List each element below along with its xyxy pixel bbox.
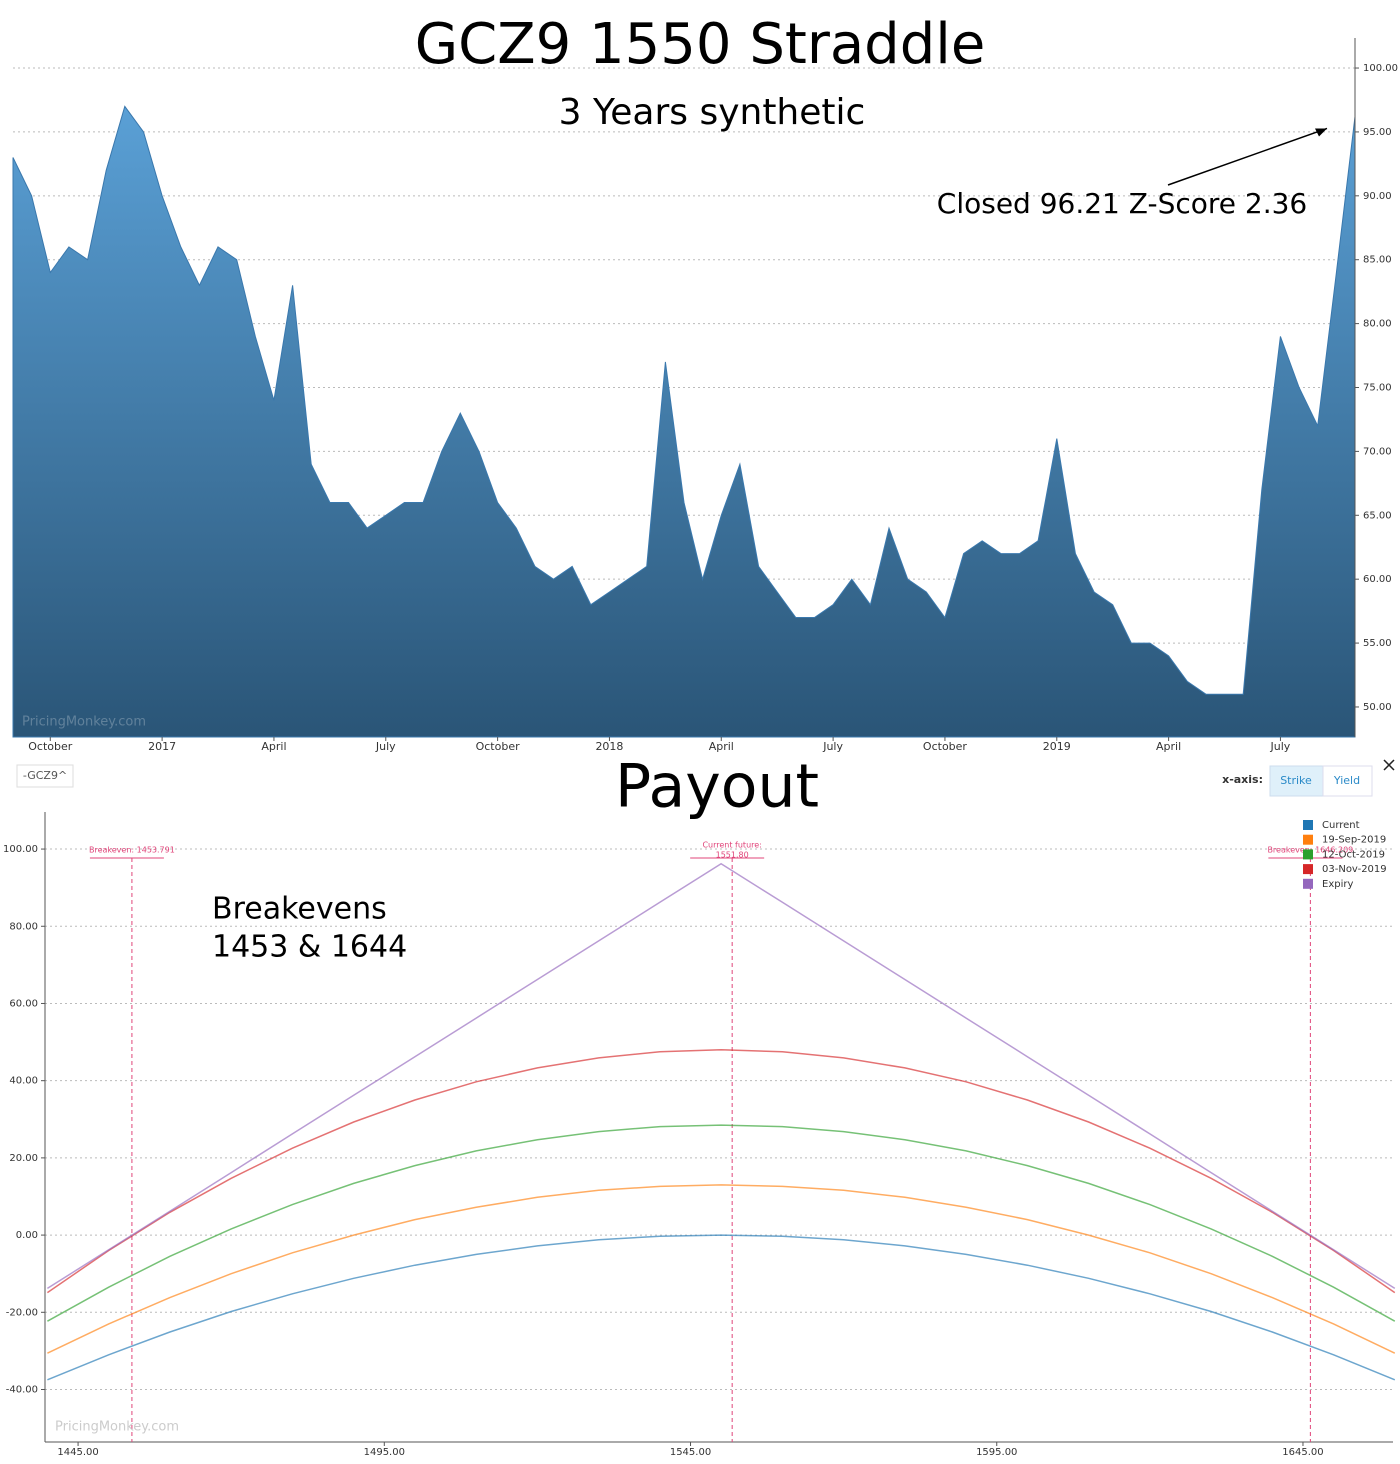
vline-label: Breakeven: 1453.791 (89, 846, 175, 855)
y-tick-label: 20.00 (9, 1153, 38, 1164)
yield-button-label[interactable]: Yield (1333, 774, 1360, 787)
chart-title: GCZ9 1550 Straddle (415, 12, 986, 77)
x-tick-label: 2018 (595, 740, 623, 753)
area (12, 105, 1356, 738)
y-tick-label: 55.00 (1363, 638, 1392, 649)
y-tick-label: 80.00 (1363, 319, 1392, 330)
legend-label: 19-Sep-2019 (1322, 835, 1386, 846)
series-line (47, 1124, 1396, 1322)
series-line (47, 1234, 1396, 1381)
x-tick-label: October (923, 740, 967, 753)
x-tick-label: 1595.00 (976, 1447, 1017, 1458)
y-tick-label: 40.00 (9, 1076, 38, 1087)
annotation: Breakevens (212, 892, 387, 927)
y-tick-label: 50.00 (1363, 702, 1392, 713)
legend-swatch (1303, 820, 1313, 830)
x-axis-label: x-axis: (1222, 773, 1263, 786)
y-tick-label: 100.00 (1363, 63, 1398, 74)
x-tick-label: October (476, 740, 520, 753)
x-tick-label: July (1270, 740, 1291, 753)
vline-label: Current future: (702, 841, 761, 850)
legend-label: 03-Nov-2019 (1322, 864, 1387, 875)
annotation-arrow (1167, 127, 1328, 186)
x-tick-label: April (261, 740, 286, 753)
legend-label: Current (1322, 820, 1360, 831)
y-tick-label: -20.00 (6, 1307, 38, 1318)
x-tick-label: October (28, 740, 72, 753)
x-tick-label: April (709, 740, 734, 753)
close-icon[interactable] (1383, 759, 1395, 771)
y-tick-label: 85.00 (1363, 255, 1392, 266)
y-tick-label: 75.00 (1363, 383, 1392, 394)
y-tick-label: 100.00 (3, 844, 38, 855)
legend-swatch (1303, 834, 1313, 845)
x-tick-label: July (375, 740, 396, 753)
series-line (47, 862, 1396, 1290)
y-tick-label: 90.00 (1363, 191, 1392, 202)
y-tick-label: 80.00 (9, 921, 38, 932)
series-line (47, 1184, 1396, 1354)
instrument-tag: -GCZ9^ (23, 769, 67, 782)
ui-bar: -GCZ9^ x-axis: Strike Yield (16, 759, 1395, 797)
tag-box (16, 764, 74, 788)
y-tick-label: 65.00 (1363, 510, 1392, 521)
legend-swatch (1303, 878, 1313, 889)
legend-label: 12-Oct-2019 (1322, 849, 1385, 860)
legend-label: Expiry (1322, 879, 1353, 890)
x-tick-label: 1545.00 (670, 1447, 711, 1458)
annotation: 1453 & 1644 (212, 930, 407, 965)
annotation: Closed 96.21 Z-Score 2.36 (937, 187, 1307, 220)
x-tick-label: 1495.00 (364, 1447, 405, 1458)
strike-button-label[interactable]: Strike (1280, 774, 1312, 787)
x-tick-label: 1445.00 (57, 1447, 98, 1458)
y-tick-label: 95.00 (1363, 127, 1392, 138)
vline-label: 1551.80 (716, 851, 749, 860)
y-tick-label: -40.00 (6, 1385, 38, 1396)
yield-button[interactable] (1322, 765, 1373, 797)
y-tick-label: 60.00 (1363, 574, 1392, 585)
y-tick-label: 70.00 (1363, 446, 1392, 457)
strike-button[interactable] (1269, 765, 1324, 797)
x-tick-label: April (1156, 740, 1181, 753)
y-tick-label: 0.00 (16, 1230, 38, 1241)
x-tick-label: 2017 (148, 740, 176, 753)
chart-title: Payout (615, 752, 819, 822)
legend-swatch (1303, 864, 1313, 875)
chart-subtitle: 3 Years synthetic (559, 92, 866, 133)
arrow-head (1315, 128, 1327, 137)
legend-swatch (1303, 849, 1313, 860)
watermark: PricingMonkey.com (55, 1420, 179, 1435)
y-tick-label: 60.00 (9, 998, 38, 1009)
x-tick-label: July (822, 740, 843, 753)
series-line (46, 1049, 1396, 1294)
x-tick-label: 1645.00 (1282, 1447, 1323, 1458)
watermark: PricingMonkey.com (22, 715, 146, 730)
x-tick-label: 2019 (1043, 740, 1071, 753)
